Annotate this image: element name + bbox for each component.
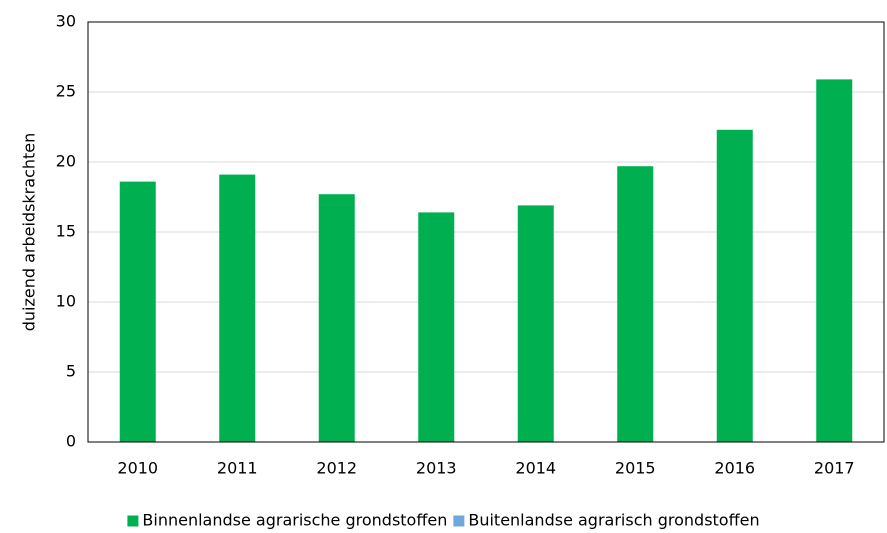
x-tick-label: 2017 bbox=[814, 459, 855, 478]
legend-label: Binnenlandse agrarische grondstoffen bbox=[142, 511, 447, 530]
bar bbox=[418, 212, 455, 442]
legend: Binnenlandse agrarische grondstoffen Buit… bbox=[127, 511, 760, 530]
bar bbox=[816, 79, 853, 443]
x-tick-label: 2013 bbox=[416, 459, 457, 478]
bar bbox=[517, 205, 554, 442]
bar bbox=[219, 174, 256, 442]
legend-swatch bbox=[127, 515, 139, 527]
y-tick-label: 5 bbox=[66, 362, 76, 381]
x-tick-label: 2011 bbox=[217, 459, 258, 478]
x-tick-label: 2014 bbox=[515, 459, 556, 478]
x-tick-label: 2012 bbox=[316, 459, 357, 478]
y-tick-label: 10 bbox=[56, 292, 76, 311]
y-tick-label: 0 bbox=[66, 432, 76, 451]
bar bbox=[716, 129, 753, 443]
bar bbox=[318, 194, 355, 442]
bar bbox=[119, 181, 156, 442]
y-tick-label: 15 bbox=[56, 222, 76, 241]
legend-swatch bbox=[453, 515, 465, 527]
x-tick-label: 2015 bbox=[615, 459, 656, 478]
y-tick-label: 30 bbox=[56, 12, 76, 31]
x-tick-label: 2010 bbox=[117, 459, 158, 478]
legend-label: Buitenlandse agrarisch grondstoffen bbox=[468, 511, 759, 530]
y-tick-label: 25 bbox=[56, 82, 76, 101]
x-tick-label: 2016 bbox=[714, 459, 755, 478]
bar bbox=[617, 166, 654, 442]
y-axis-label: duizend arbeidskrachten bbox=[20, 133, 39, 332]
y-tick-label: 20 bbox=[56, 152, 76, 171]
